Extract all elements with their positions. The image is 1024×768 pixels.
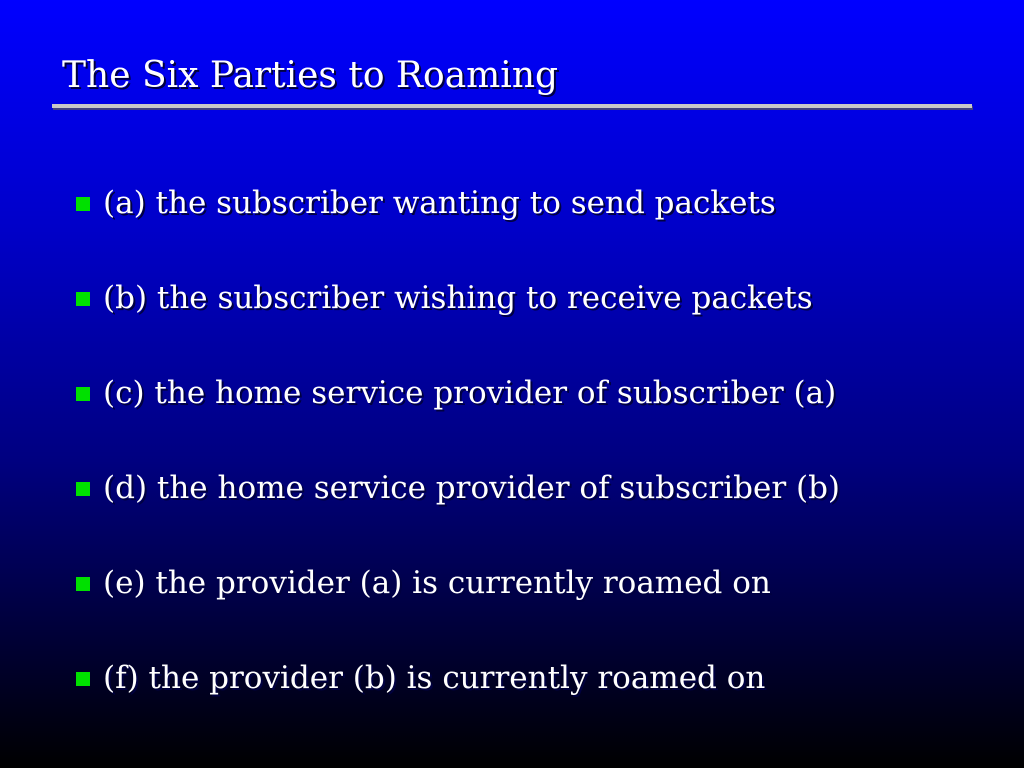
slide-title: The Six Parties to Roaming — [62, 55, 559, 96]
bullet-item-c: (c) the home service provider of subscri… — [76, 368, 840, 463]
bullet-item-f: (f) the provider (b) is currently roamed… — [76, 653, 840, 748]
bullet-text: (e) the provider (a) is currently roamed… — [103, 565, 771, 601]
bullet-text: (c) the home service provider of subscri… — [103, 375, 837, 411]
bullet-text: (a) the subscriber wanting to send packe… — [103, 185, 776, 221]
square-bullet-icon — [76, 577, 90, 591]
bullet-text: (f) the provider (b) is currently roamed… — [103, 660, 766, 696]
square-bullet-icon — [76, 197, 90, 211]
title-divider — [52, 104, 972, 108]
bullet-list: (a) the subscriber wanting to send packe… — [76, 178, 840, 748]
bullet-item-a: (a) the subscriber wanting to send packe… — [76, 178, 840, 273]
bullet-item-b: (b) the subscriber wishing to receive pa… — [76, 273, 840, 368]
bullet-item-d: (d) the home service provider of subscri… — [76, 463, 840, 558]
square-bullet-icon — [76, 482, 90, 496]
bullet-item-e: (e) the provider (a) is currently roamed… — [76, 558, 840, 653]
square-bullet-icon — [76, 292, 90, 306]
square-bullet-icon — [76, 387, 90, 401]
bullet-text: (d) the home service provider of subscri… — [103, 470, 841, 506]
square-bullet-icon — [76, 672, 90, 686]
bullet-text: (b) the subscriber wishing to receive pa… — [103, 280, 813, 316]
